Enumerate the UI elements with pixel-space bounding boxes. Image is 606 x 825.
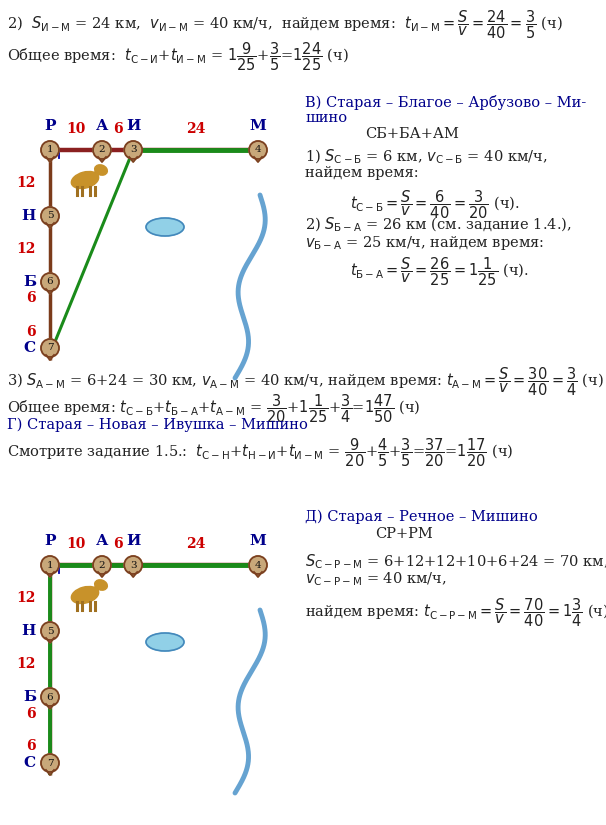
Text: Р: Р (44, 534, 56, 548)
Polygon shape (46, 704, 54, 709)
Text: шино: шино (305, 111, 347, 125)
Text: СР+РМ: СР+РМ (375, 527, 433, 541)
Text: 2: 2 (99, 145, 105, 154)
Text: 7: 7 (47, 343, 53, 352)
Circle shape (41, 556, 59, 574)
Text: 2) $S_{\rm Б-А}$ = 26 км (см. задание 1.4.),: 2) $S_{\rm Б-А}$ = 26 км (см. задание 1.… (305, 216, 571, 234)
Text: 6: 6 (113, 122, 122, 136)
Text: Б: Б (23, 690, 36, 704)
Text: 3: 3 (130, 560, 136, 569)
Text: Смотрите задание 1.5.:  $t_{\rm С-Н}$+$t_{\rm Н-И}$+$t_{\rm И-М}$ = $\dfrac{9}{2: Смотрите задание 1.5.: $t_{\rm С-Н}$+$t_… (7, 436, 513, 469)
Circle shape (41, 754, 59, 772)
Text: 6: 6 (47, 692, 53, 701)
Text: $t_{\rm С-Б} = \dfrac{S}{v} = \dfrac{6}{40} = \dfrac{3}{20}$ (ч).: $t_{\rm С-Б} = \dfrac{S}{v} = \dfrac{6}{… (350, 188, 520, 220)
Text: $v_{\rm Б-А}$ = 25 км/ч, найдем время:: $v_{\rm Б-А}$ = 25 км/ч, найдем время: (305, 234, 544, 252)
Ellipse shape (72, 172, 99, 189)
Text: А: А (96, 119, 108, 133)
Circle shape (41, 141, 59, 159)
Text: 5: 5 (47, 211, 53, 220)
Text: Общее время:  $t_{\rm С-И}$+$t_{\rm И-М}$ = $1\dfrac{9}{25}$+$\dfrac{3}{5}$=$1\d: Общее время: $t_{\rm С-И}$+$t_{\rm И-М}$… (7, 40, 349, 73)
Text: И: И (126, 119, 141, 133)
Text: $S_{\rm С-Р-М}$ = 6+12+12+10+6+24 = 70 км,: $S_{\rm С-Р-М}$ = 6+12+12+10+6+24 = 70 к… (305, 552, 606, 571)
Polygon shape (129, 572, 137, 577)
Circle shape (41, 207, 59, 225)
Ellipse shape (146, 633, 184, 651)
Text: Б: Б (23, 275, 36, 289)
Polygon shape (46, 289, 54, 294)
Circle shape (41, 273, 59, 291)
Text: 12: 12 (16, 657, 36, 671)
Circle shape (249, 556, 267, 574)
Polygon shape (46, 638, 54, 643)
Polygon shape (46, 157, 54, 162)
Text: 6: 6 (113, 537, 122, 551)
Circle shape (41, 688, 59, 706)
Text: 6: 6 (27, 291, 36, 305)
Text: 1) $S_{\rm С-Б}$ = 6 км, $v_{\rm С-Б}$ = 40 км/ч,: 1) $S_{\rm С-Б}$ = 6 км, $v_{\rm С-Б}$ =… (305, 148, 547, 167)
Polygon shape (129, 157, 137, 162)
Polygon shape (46, 572, 54, 577)
Text: 6: 6 (27, 324, 36, 338)
Text: Н: Н (22, 209, 36, 223)
Ellipse shape (146, 218, 184, 236)
Circle shape (93, 556, 111, 574)
Text: 1: 1 (47, 560, 53, 569)
Text: найдем время: $t_{\rm С-Р-М} = \dfrac{S}{v} = \dfrac{70}{40} = 1\dfrac{3}{4}$ (ч: найдем время: $t_{\rm С-Р-М} = \dfrac{S}… (305, 596, 606, 629)
Circle shape (249, 141, 267, 159)
Circle shape (124, 556, 142, 574)
Polygon shape (98, 157, 106, 162)
Text: 2: 2 (99, 560, 105, 569)
Circle shape (93, 141, 111, 159)
Ellipse shape (95, 165, 107, 175)
Text: 3: 3 (130, 145, 136, 154)
Text: С: С (24, 341, 36, 355)
Text: С: С (24, 756, 36, 770)
Text: 1: 1 (47, 145, 53, 154)
Text: А: А (96, 534, 108, 548)
Circle shape (41, 339, 59, 357)
Ellipse shape (72, 587, 99, 604)
Text: 5: 5 (47, 626, 53, 635)
Text: 4: 4 (255, 560, 261, 569)
Text: 6: 6 (47, 277, 53, 286)
Text: 10: 10 (66, 537, 85, 551)
Circle shape (41, 622, 59, 640)
Text: И: И (126, 534, 141, 548)
Polygon shape (254, 572, 262, 577)
Text: М: М (250, 119, 267, 133)
Text: В) Старая – Благое – Арбузово – Ми-: В) Старая – Благое – Арбузово – Ми- (305, 95, 586, 110)
Text: 12: 12 (16, 242, 36, 256)
Text: 24: 24 (186, 122, 205, 136)
Text: 24: 24 (186, 537, 205, 551)
Text: Р: Р (44, 119, 56, 133)
Polygon shape (46, 770, 54, 775)
Ellipse shape (95, 580, 107, 590)
Text: Г) Старая – Новая – Ивушка – Мишино: Г) Старая – Новая – Ивушка – Мишино (7, 418, 308, 432)
Polygon shape (98, 572, 106, 577)
Polygon shape (46, 355, 54, 360)
Text: 6: 6 (27, 739, 36, 753)
Text: 6: 6 (27, 706, 36, 720)
Text: Общее время: $t_{\rm С-Б}$+$t_{\rm Б-А}$+$t_{\rm А-М}$ = $\dfrac{3}{20}$+$1\dfra: Общее время: $t_{\rm С-Б}$+$t_{\rm Б-А}$… (7, 392, 421, 425)
Text: 7: 7 (47, 758, 53, 767)
Text: $v_{\rm С-Р-М}$ = 40 км/ч,: $v_{\rm С-Р-М}$ = 40 км/ч, (305, 570, 447, 587)
Text: 10: 10 (66, 122, 85, 136)
Text: $t_{\rm Б-А} = \dfrac{S}{v} = \dfrac{26}{25} = 1\dfrac{1}{25}$ (ч).: $t_{\rm Б-А} = \dfrac{S}{v} = \dfrac{26}… (350, 255, 529, 288)
Text: 4: 4 (255, 145, 261, 154)
Circle shape (124, 141, 142, 159)
Text: СБ+БА+АМ: СБ+БА+АМ (365, 127, 459, 141)
Text: 3) $S_{\rm А-М}$ = 6+24 = 30 км, $v_{\rm А-М}$ = 40 км/ч, найдем время: $t_{\rm : 3) $S_{\rm А-М}$ = 6+24 = 30 км, $v_{\rm… (7, 365, 604, 398)
Polygon shape (46, 223, 54, 228)
Text: 2)  $S_{\rm И-М}$ = 24 км,  $v_{\rm И-М}$ = 40 км/ч,  найдем время:  $t_{\rm И-М: 2) $S_{\rm И-М}$ = 24 км, $v_{\rm И-М}$ … (7, 8, 563, 40)
Text: Д) Старая – Речное – Мишино: Д) Старая – Речное – Мишино (305, 510, 538, 525)
Text: 12: 12 (16, 591, 36, 605)
Polygon shape (254, 157, 262, 162)
Text: М: М (250, 534, 267, 548)
Text: 12: 12 (16, 176, 36, 190)
Text: Н: Н (22, 624, 36, 638)
Text: найдем время:: найдем время: (305, 166, 419, 180)
